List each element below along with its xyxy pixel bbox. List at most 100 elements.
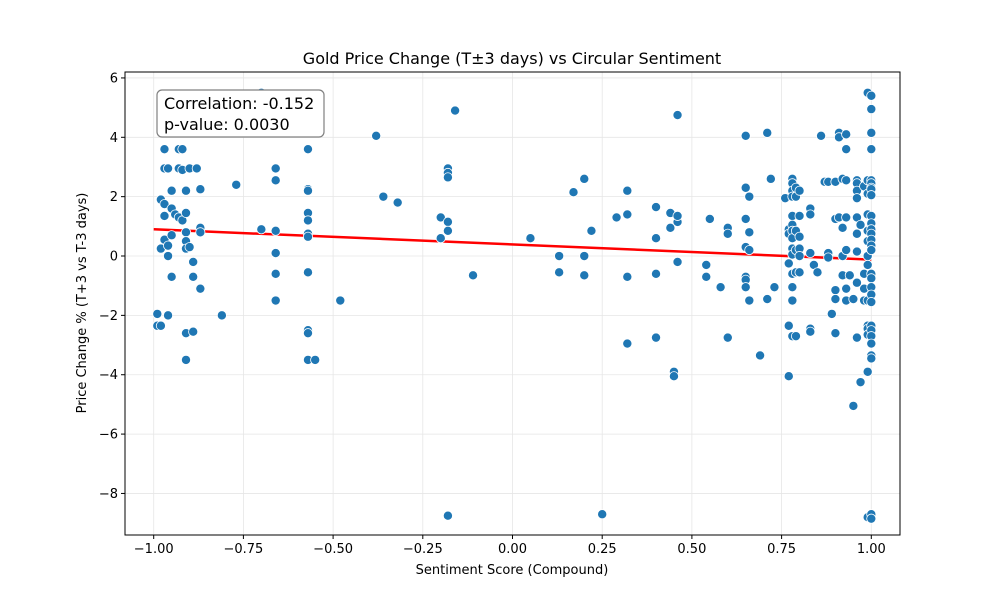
y-axis-label: Price Change % (T+3 vs T-3 days) [75,193,90,414]
data-point [177,144,188,155]
y-axis-ticks: −8 −6 −4 −2 0 2 4 6 [99,71,125,502]
data-point [166,230,177,241]
data-point [862,259,873,270]
data-point [830,328,841,339]
data-point [270,225,281,236]
x-tick-label: −0.25 [403,542,443,557]
data-point [744,191,755,202]
data-point [794,231,805,242]
data-point [812,267,823,278]
data-point [740,213,751,224]
data-point [769,282,780,293]
data-point [844,270,855,281]
data-point [163,240,174,251]
data-point [442,172,453,183]
y-tick-label: −6 [99,428,118,443]
data-point [392,197,403,208]
data-point [622,185,633,196]
data-point [155,320,166,331]
data-point [841,144,852,155]
data-point [841,129,852,140]
data-point [851,246,862,257]
data-point [302,185,313,196]
data-point [622,271,633,282]
data-point [701,259,712,270]
data-point [783,371,794,382]
data-point [622,209,633,220]
data-point [665,222,676,233]
data-point [672,210,683,221]
data-point [668,371,679,382]
data-point [188,271,199,282]
data-point [651,268,662,279]
data-point [191,163,202,174]
data-point [765,173,776,184]
x-tick-label: −0.75 [223,542,263,557]
x-axis-label: Sentiment Score (Compound) [416,563,609,578]
data-point [862,366,873,377]
p-value-text: p-value: 0.0030 [164,115,290,134]
data-point [256,224,267,235]
data-point [866,297,877,308]
data-point [762,294,773,305]
data-point [866,104,877,115]
y-tick-label: −4 [99,368,118,383]
data-point [866,273,877,284]
y-tick-label: 6 [110,71,118,86]
data-point [270,268,281,279]
y-tick-label: −2 [99,309,118,324]
data-point [866,245,877,256]
data-point [579,173,590,184]
data-point [159,210,170,221]
data-point [848,294,859,305]
data-point [270,248,281,259]
data-point [855,219,866,230]
data-point [270,163,281,174]
data-point [270,295,281,306]
data-point [851,277,862,288]
data-point [672,110,683,121]
data-point [586,225,597,236]
data-points [152,87,877,524]
data-point [468,270,479,281]
data-point [851,332,862,343]
data-point [180,207,191,218]
data-point [442,510,453,521]
data-point [554,267,565,278]
data-point [740,282,751,293]
data-point [794,251,805,262]
data-point [830,285,841,296]
data-point [823,252,834,263]
data-point [794,267,805,278]
data-point [442,225,453,236]
data-point [335,295,346,306]
data-point [866,338,877,349]
data-point [783,320,794,331]
data-point [188,326,199,337]
data-point [740,182,751,193]
data-point [442,216,453,227]
data-point [866,190,877,201]
data-point [866,353,877,364]
data-point [302,328,313,339]
data-point [805,248,816,259]
x-tick-label: 0.50 [677,542,706,557]
data-point [166,271,177,282]
data-point [371,130,382,141]
data-point [740,130,751,141]
data-point [651,202,662,213]
y-tick-label: −8 [99,487,118,502]
y-tick-label: 0 [110,250,118,265]
data-point [188,256,199,267]
data-point [816,130,827,141]
data-point [744,227,755,238]
data-point [216,310,227,321]
data-point [525,233,536,244]
data-point [195,227,206,238]
data-point [435,212,446,223]
data-point [841,212,852,223]
data-point [805,326,816,337]
data-point [855,377,866,388]
data-point [790,331,801,342]
data-point [866,144,877,155]
